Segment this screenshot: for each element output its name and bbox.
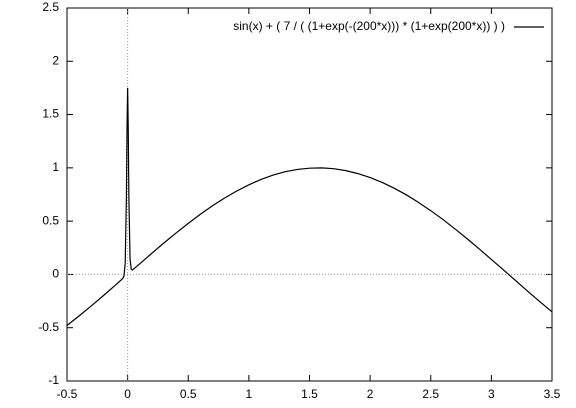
y-tick-label: 0 <box>52 267 59 281</box>
plot-border <box>66 7 553 382</box>
y-tick-label: 1.5 <box>42 107 59 121</box>
x-tick-label: 0.5 <box>180 387 197 401</box>
legend-label: sin(x) + ( 7 / ( (1+exp(-(200*x))) * (1+… <box>233 19 505 33</box>
x-tick-label: 1.5 <box>301 387 318 401</box>
y-tick-label: 2 <box>52 53 59 67</box>
x-tick-label: 0 <box>124 387 131 401</box>
line <box>66 87 553 326</box>
x-tick-label: 3.5 <box>544 387 561 401</box>
y-tick-label: -1 <box>48 373 59 387</box>
y-tick-label: 0.5 <box>42 213 59 227</box>
x-tick-label: 3 <box>488 387 495 401</box>
x-tick-label: 2.5 <box>422 387 439 401</box>
x-tick-label: 1 <box>246 387 253 401</box>
x-tick-label: 2 <box>367 387 374 401</box>
y-tick-label: 2.5 <box>42 0 59 14</box>
x-tick-label: -0.5 <box>57 387 78 401</box>
y-tick-label: 1 <box>52 160 59 174</box>
y-tick-label: -0.5 <box>38 320 59 334</box>
